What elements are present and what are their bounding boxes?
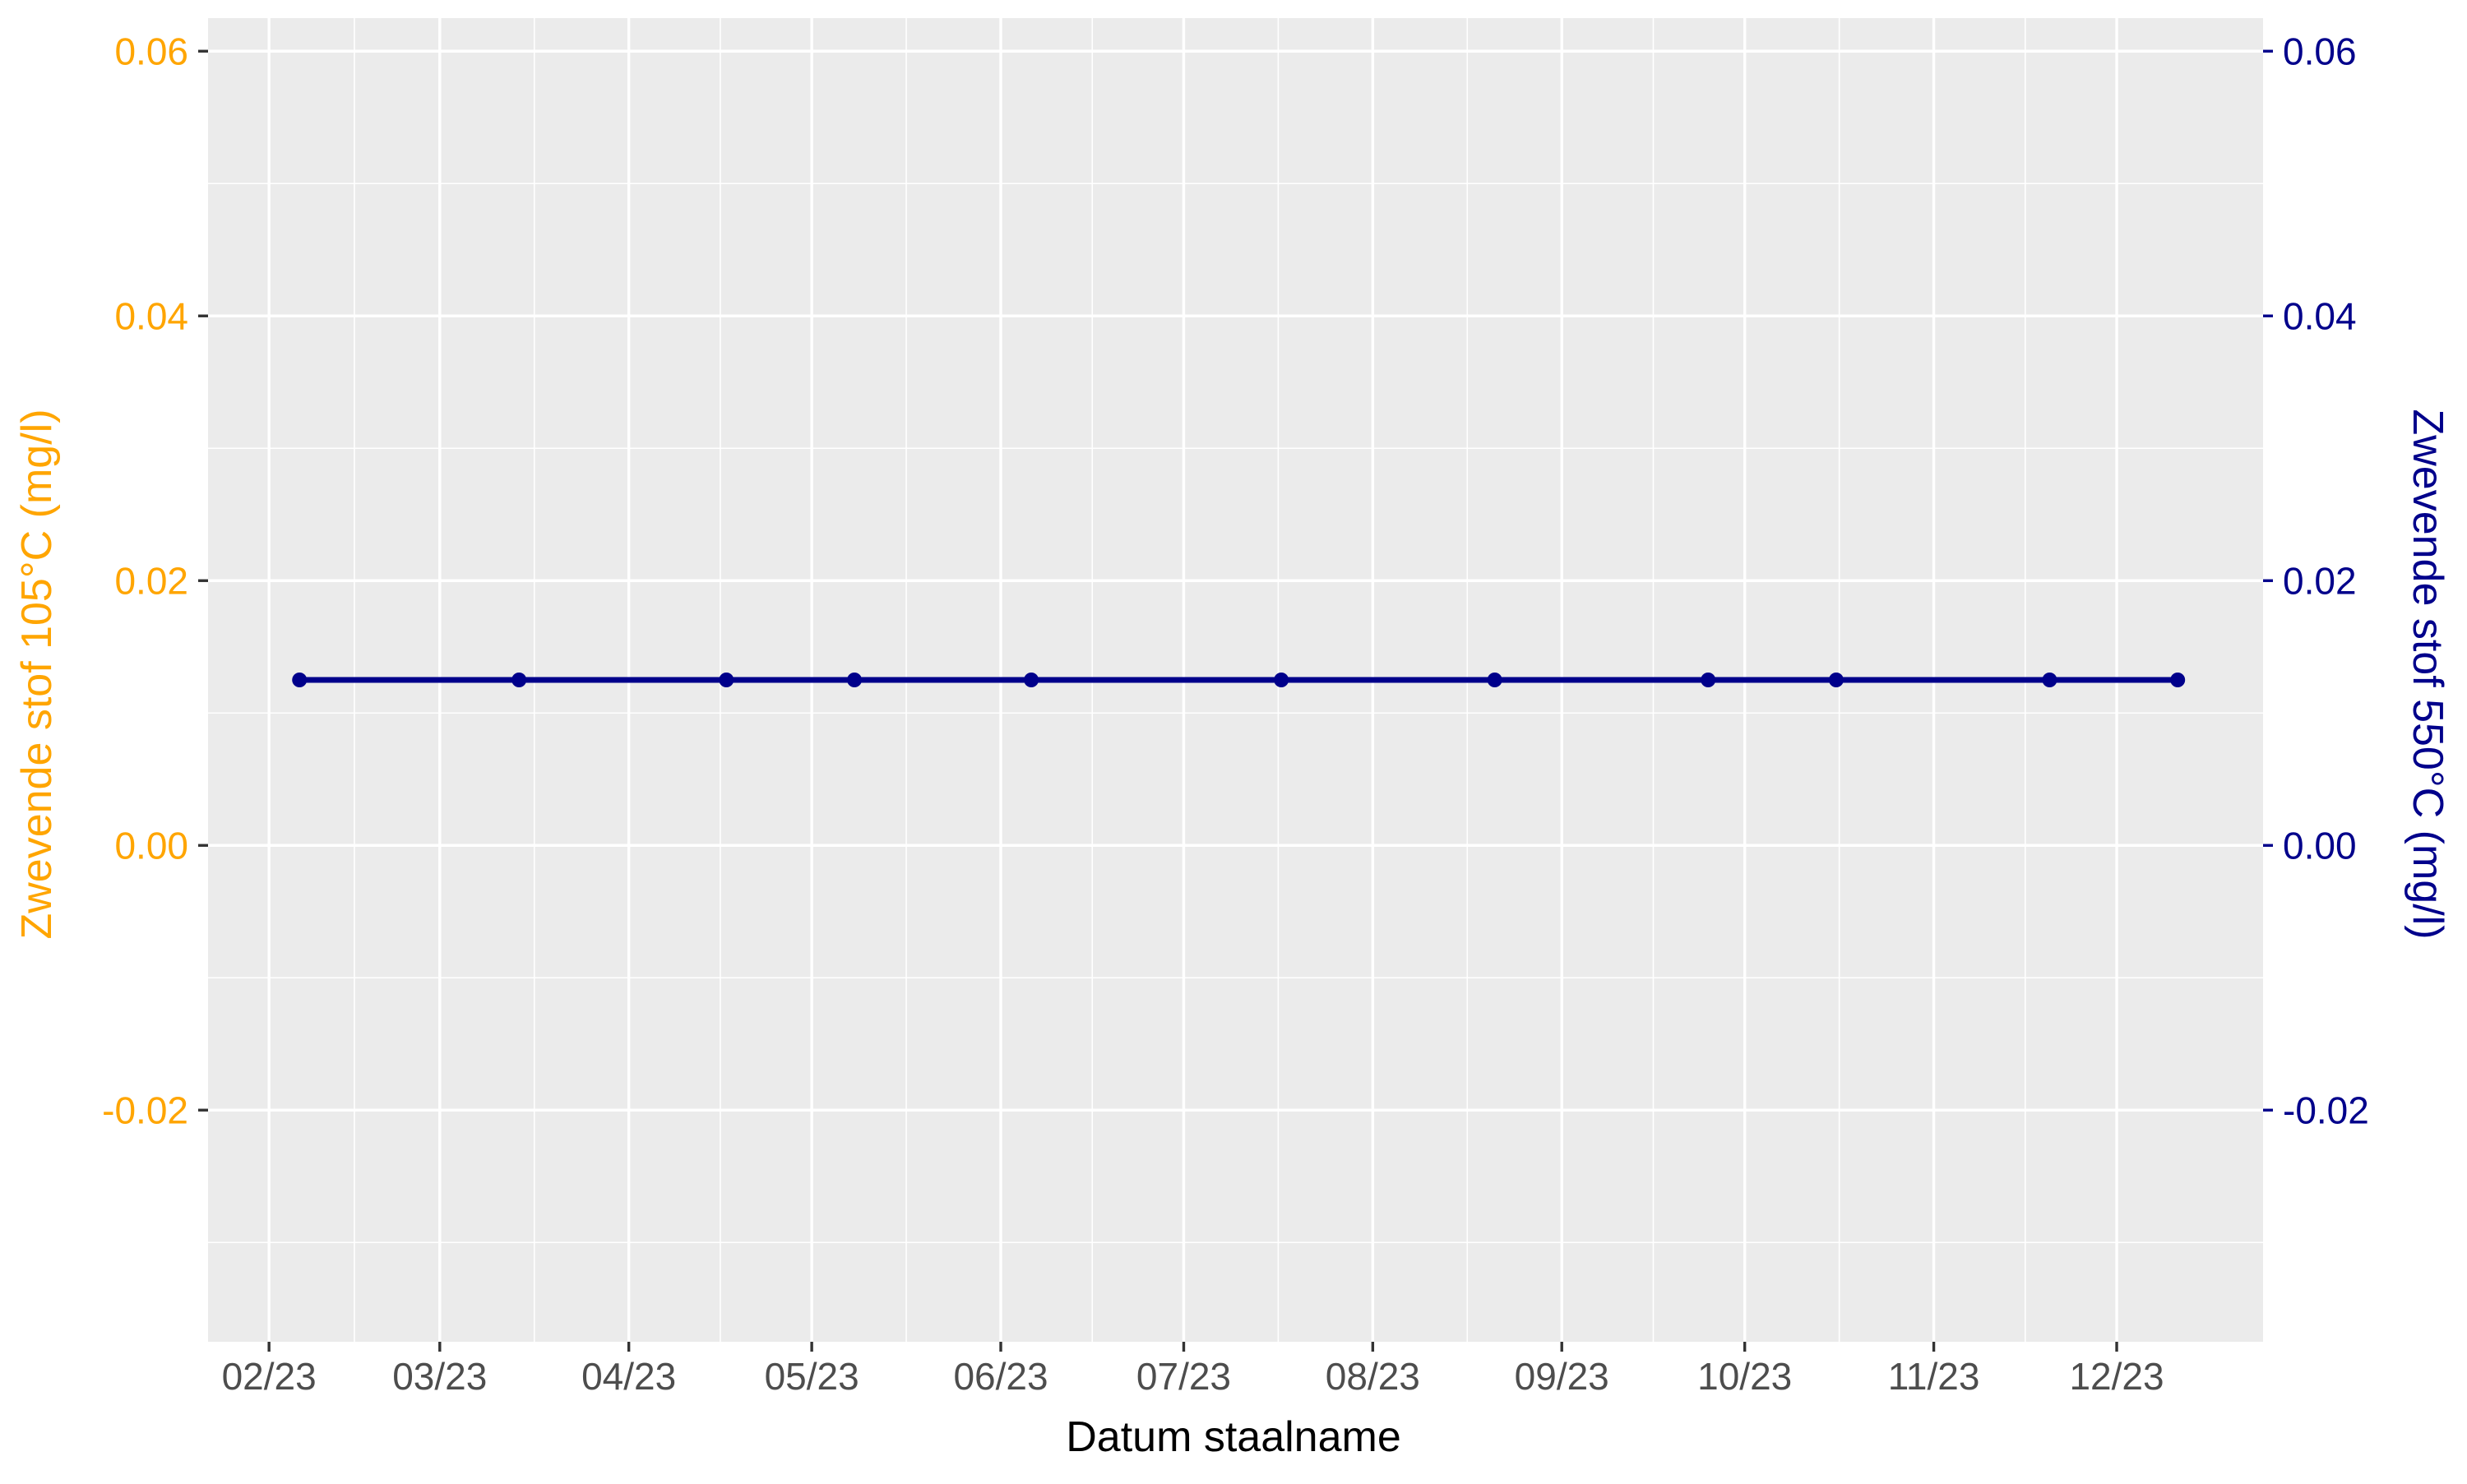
left-y-axis: -0.02 0.00 0.02 0.04 0.06 <box>102 30 208 1131</box>
data-point <box>511 673 527 687</box>
x-tick-label: 03/23 <box>392 1355 487 1398</box>
right-y-axis: -0.02 0.00 0.02 0.04 0.06 <box>2263 30 2369 1131</box>
data-point <box>719 673 734 687</box>
right-y-tick-label: 0.02 <box>2283 559 2357 602</box>
x-axis-title: Datum staalname <box>1066 1413 1401 1461</box>
data-point <box>2042 673 2057 687</box>
x-tick-label: 04/23 <box>581 1355 676 1398</box>
data-point <box>1701 673 1716 687</box>
x-tick-label: 07/23 <box>1136 1355 1231 1398</box>
data-point <box>1274 673 1289 687</box>
data-point <box>292 673 308 687</box>
x-tick-label: 11/23 <box>1888 1355 1980 1398</box>
data-point <box>1828 673 1844 687</box>
x-axis: 02/23 03/23 04/23 05/23 06/23 07/23 08/23 09/23… <box>222 1342 2164 1398</box>
x-tick-label: 02/23 <box>222 1355 317 1398</box>
series-layer <box>292 673 2186 687</box>
x-tick-label: 09/23 <box>1515 1355 1609 1398</box>
right-y-tick-label: 0.06 <box>2283 30 2357 72</box>
left-y-tick-label: 0.02 <box>114 559 188 602</box>
x-tick-label: 05/23 <box>765 1355 859 1398</box>
x-tick-label: 10/23 <box>1697 1355 1792 1398</box>
data-point <box>1024 673 1039 687</box>
right-y-tick-label: 0.04 <box>2283 294 2357 337</box>
data-point <box>847 673 863 687</box>
right-y-tick-label: 0.00 <box>2283 824 2357 867</box>
left-y-tick-label: -0.02 <box>102 1089 188 1131</box>
left-y-axis-title: Zwevende stof 105°C (mg/l) <box>13 409 61 939</box>
x-tick-label: 12/23 <box>2069 1355 2164 1398</box>
left-y-tick-label: 0.04 <box>114 294 188 337</box>
x-tick-label: 08/23 <box>1326 1355 1420 1398</box>
data-point <box>1487 673 1502 687</box>
left-y-tick-label: 0.06 <box>114 30 188 72</box>
right-y-axis-title: Zwevende stof 550°C (mg/l) <box>2404 409 2451 939</box>
data-point <box>2170 673 2186 687</box>
x-tick-label: 06/23 <box>953 1355 1048 1398</box>
right-y-tick-label: -0.02 <box>2283 1089 2369 1131</box>
left-y-tick-label: 0.00 <box>114 824 188 867</box>
